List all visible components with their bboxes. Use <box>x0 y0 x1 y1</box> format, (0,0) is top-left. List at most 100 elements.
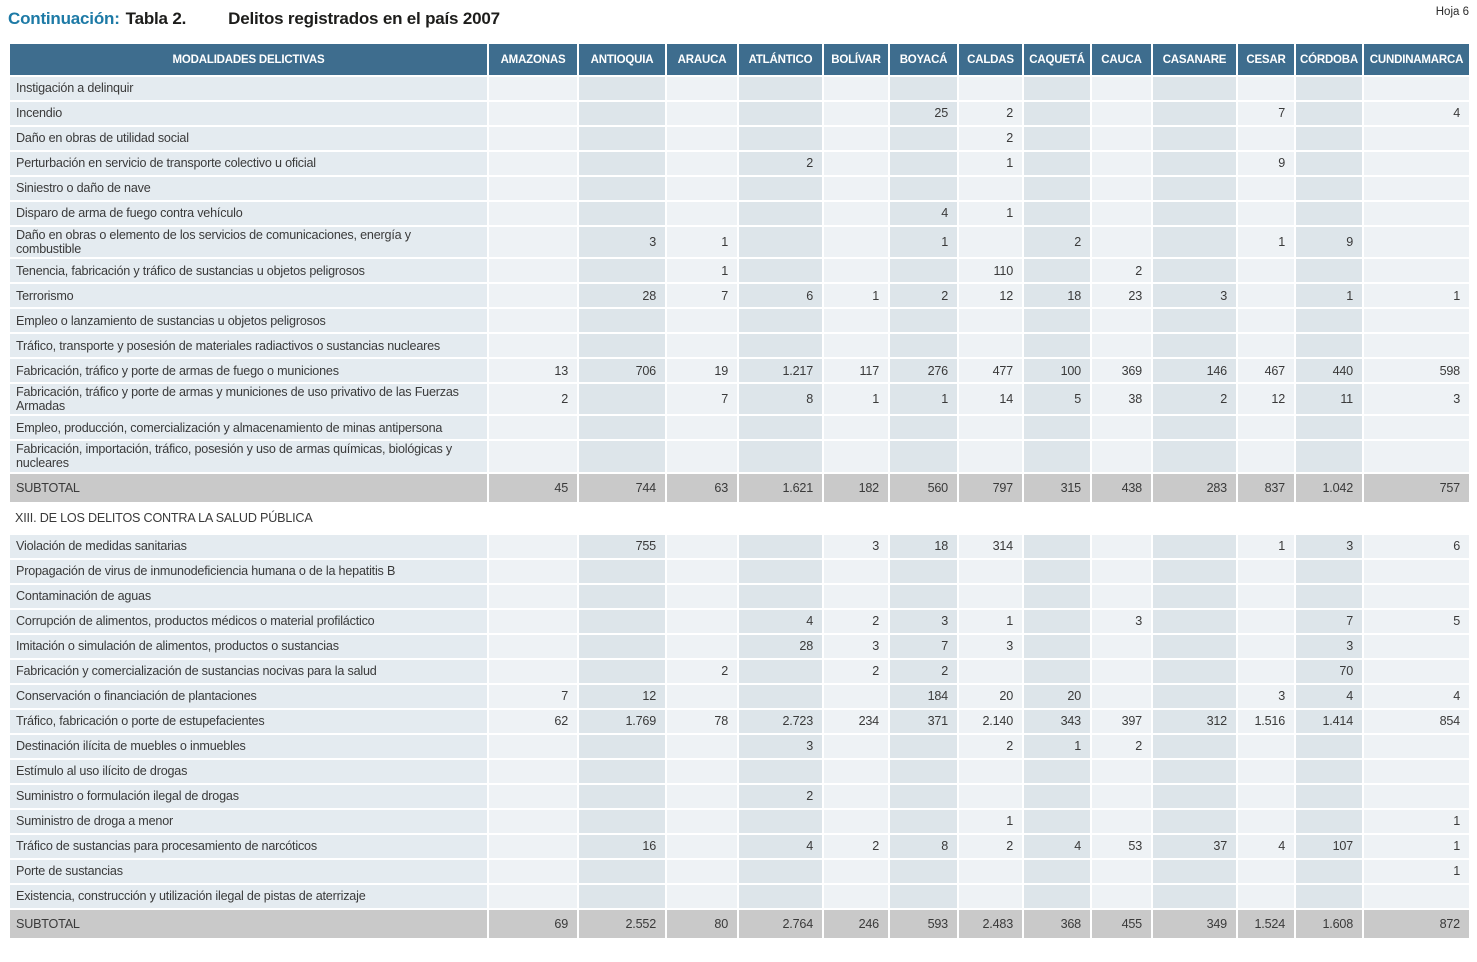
row-label-cell: Fabricación, tráfico y porte de armas y … <box>8 382 489 417</box>
column-header-caquetá: CAQUETÁ <box>1022 42 1092 77</box>
value-cell-cesar <box>1236 807 1296 835</box>
table-row: Empleo o lanzamiento de sustancias u obj… <box>8 307 1471 335</box>
value-cell-bolívar: 182 <box>822 471 890 504</box>
value-cell-casanare <box>1151 532 1238 560</box>
value-cell-cundinamarca <box>1362 557 1471 585</box>
table-row: Imitación o simulación de alimentos, pro… <box>8 632 1471 660</box>
value-cell-atlántico <box>737 307 824 335</box>
table-row: Tráfico, transporte y posesión de materi… <box>8 332 1471 360</box>
table-row: Terrorismo 28 7 6 1 2 12 18 23 3 1 1 <box>8 282 1471 310</box>
table-row: Porte de sustancias 1 <box>8 857 1471 885</box>
value-cell-caquetá <box>1022 414 1092 442</box>
row-label-cell: Siniestro o daño de nave <box>8 175 489 202</box>
value-cell-córdoba: 107 <box>1294 832 1364 860</box>
value-cell-amazonas <box>487 439 579 474</box>
value-cell-cesar <box>1236 857 1296 885</box>
value-cell-casanare: 146 <box>1151 357 1238 385</box>
value-cell-antioquia <box>577 150 667 177</box>
value-cell-córdoba <box>1294 332 1364 360</box>
value-cell-cesar <box>1236 282 1296 310</box>
value-cell-caquetá <box>1022 757 1092 785</box>
value-cell-cauca <box>1090 224 1153 260</box>
sheet-number-label: Hoja 6 <box>1435 6 1469 18</box>
row-label-cell: Disparo de arma de fuego contra vehículo <box>8 200 489 227</box>
value-cell-arauca <box>665 125 739 152</box>
row-label-cell: Empleo o lanzamiento de sustancias u obj… <box>8 307 489 335</box>
value-cell-amazonas <box>487 200 579 227</box>
value-cell-amazonas: 69 <box>487 907 579 940</box>
value-cell-caldas <box>957 557 1024 585</box>
value-cell-córdoba <box>1294 150 1364 177</box>
column-header-cesar: CESAR <box>1236 42 1296 77</box>
value-cell-caquetá: 4 <box>1022 832 1092 860</box>
value-cell-cauca <box>1090 200 1153 227</box>
value-cell-córdoba: 1.608 <box>1294 907 1364 940</box>
value-cell-arauca: 19 <box>665 357 739 385</box>
value-cell-boyacá: 276 <box>888 357 959 385</box>
value-cell-antioquia <box>577 557 667 585</box>
value-cell-córdoba: 440 <box>1294 357 1364 385</box>
table-row: Tráfico de sustancias para procesamiento… <box>8 832 1471 860</box>
value-cell-casanare <box>1151 257 1238 285</box>
value-cell-casanare <box>1151 807 1238 835</box>
value-cell-atlántico <box>737 75 824 102</box>
value-cell-casanare <box>1151 682 1238 710</box>
row-label-cell: Tráfico, fabricación o porte de estupefa… <box>8 707 489 735</box>
column-header-atlántico: ATLÁNTICO <box>737 42 824 77</box>
value-cell-caquetá: 343 <box>1022 707 1092 735</box>
value-cell-cundinamarca <box>1362 257 1471 285</box>
value-cell-boyacá: 18 <box>888 532 959 560</box>
value-cell-cauca: 53 <box>1090 832 1153 860</box>
value-cell-antioquia <box>577 732 667 760</box>
column-header-arauca: ARAUCA <box>665 42 739 77</box>
value-cell-córdoba: 70 <box>1294 657 1364 685</box>
value-cell-cauca <box>1090 439 1153 474</box>
value-cell-cesar <box>1236 757 1296 785</box>
value-cell-arauca <box>665 150 739 177</box>
value-cell-boyacá <box>888 757 959 785</box>
value-cell-córdoba <box>1294 75 1364 102</box>
value-cell-caldas <box>957 224 1024 260</box>
value-cell-caquetá <box>1022 782 1092 810</box>
table-row: Daño en obras de utilidad social 2 <box>8 125 1471 152</box>
row-label-cell: Incendio <box>8 100 489 127</box>
value-cell-caquetá <box>1022 657 1092 685</box>
value-cell-caquetá <box>1022 532 1092 560</box>
value-cell-cundinamarca <box>1362 657 1471 685</box>
value-cell-boyacá <box>888 882 959 910</box>
value-cell-antioquia <box>577 782 667 810</box>
value-cell-córdoba <box>1294 582 1364 610</box>
value-cell-córdoba <box>1294 882 1364 910</box>
value-cell-caquetá <box>1022 100 1092 127</box>
value-cell-cauca <box>1090 175 1153 202</box>
value-cell-arauca <box>665 200 739 227</box>
value-cell-casanare <box>1151 200 1238 227</box>
value-cell-caldas: 14 <box>957 382 1024 417</box>
value-cell-atlántico <box>737 100 824 127</box>
value-cell-amazonas <box>487 632 579 660</box>
row-label-cell: Fabricación, tráfico y porte de armas de… <box>8 357 489 385</box>
table-row: Suministro o formulación ilegal de droga… <box>8 782 1471 810</box>
value-cell-atlántico <box>737 857 824 885</box>
column-header-córdoba: CÓRDOBA <box>1294 42 1364 77</box>
value-cell-boyacá <box>888 332 959 360</box>
value-cell-atlántico: 8 <box>737 382 824 417</box>
value-cell-caldas: 1 <box>957 607 1024 635</box>
value-cell-córdoba: 11 <box>1294 382 1364 417</box>
value-cell-cauca <box>1090 532 1153 560</box>
value-cell-córdoba <box>1294 732 1364 760</box>
value-cell-arauca <box>665 332 739 360</box>
value-cell-cundinamarca: 5 <box>1362 607 1471 635</box>
value-cell-cundinamarca <box>1362 632 1471 660</box>
value-cell-córdoba: 1 <box>1294 282 1364 310</box>
value-cell-bolívar <box>822 125 890 152</box>
value-cell-córdoba: 4 <box>1294 682 1364 710</box>
value-cell-cundinamarca: 598 <box>1362 357 1471 385</box>
value-cell-antioquia: 16 <box>577 832 667 860</box>
value-cell-antioquia <box>577 175 667 202</box>
value-cell-cundinamarca: 6 <box>1362 532 1471 560</box>
value-cell-arauca: 2 <box>665 657 739 685</box>
value-cell-arauca: 1 <box>665 257 739 285</box>
value-cell-antioquia <box>577 414 667 442</box>
value-cell-antioquia <box>577 382 667 417</box>
